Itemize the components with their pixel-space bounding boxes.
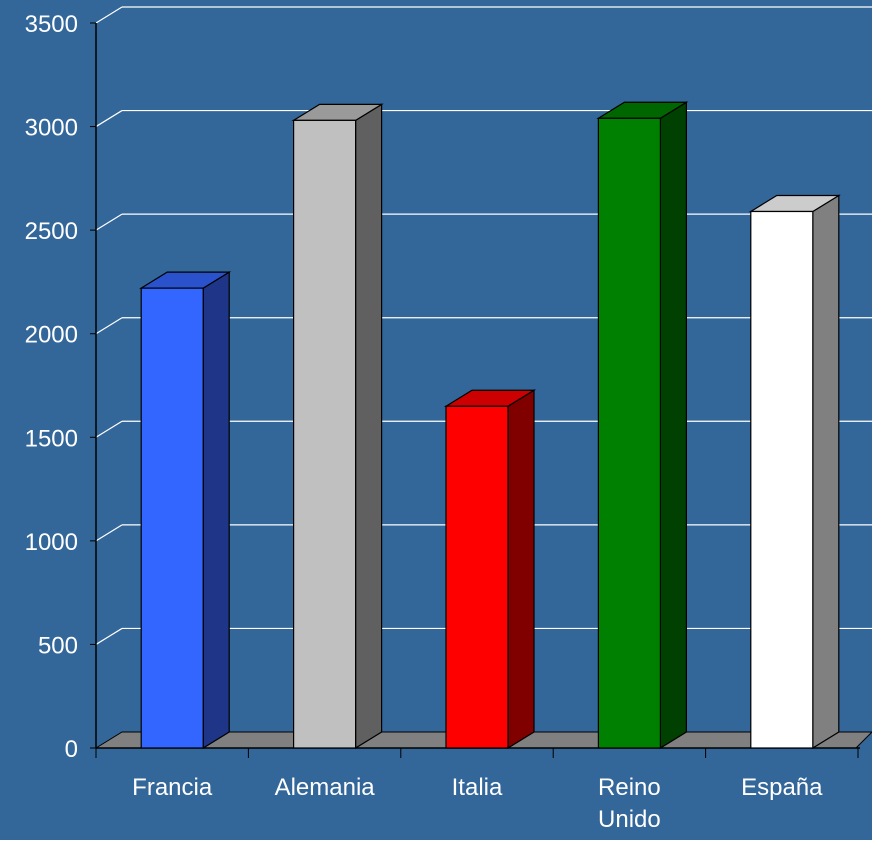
bar-españa <box>748 194 841 750</box>
bar-front-face <box>750 210 814 749</box>
gridline-diagonal <box>95 6 123 24</box>
y-tick-label: 3000 <box>25 115 78 142</box>
gridline-diagonal <box>95 110 123 128</box>
y-tick-label: 2000 <box>25 322 78 349</box>
x-tick-label-line: Alemania <box>275 774 376 801</box>
y-tick-label: 3500 <box>25 11 78 38</box>
bar-italia <box>443 389 537 750</box>
y-tick-label: 500 <box>38 632 78 659</box>
bar-francia <box>139 271 232 750</box>
gridline-diagonal <box>95 420 123 438</box>
y-tick-label: 1500 <box>25 425 78 452</box>
y-tick-labels: 0 500 1000 1500 2000 2500 3000 3500 <box>25 11 78 763</box>
bar-side-face <box>507 389 535 750</box>
x-tick-label: Reino Unido <box>598 774 661 833</box>
gridline-diagonal <box>95 524 123 542</box>
bar-alemania <box>291 103 384 750</box>
x-tick-label-line: Unido <box>598 806 661 833</box>
y-tick-label: 2500 <box>25 218 78 245</box>
x-tick-label-line: España <box>741 774 823 801</box>
x-tick-label-line: Reino <box>598 774 661 801</box>
x-tick-label: Alemania <box>275 774 376 801</box>
bar-front-face <box>597 117 662 749</box>
gridline-diagonal <box>95 317 123 335</box>
x-tick-label-line: Francia <box>132 774 213 801</box>
x-tick-labels: Francia Alemania Italia Reino Unido España <box>132 774 823 833</box>
bars <box>139 101 841 750</box>
y-tick-label: 0 <box>65 736 78 763</box>
bar-front-face <box>445 405 509 749</box>
x-tick-label: Italia <box>452 774 503 801</box>
bar-front-face <box>140 287 204 749</box>
bar-side-face <box>812 194 840 750</box>
bar-side-face <box>659 101 688 750</box>
bar-side-face <box>202 271 230 750</box>
gridline-diagonal <box>95 627 123 645</box>
x-tick-label: Francia <box>132 774 213 801</box>
y-tick-label: 1000 <box>25 529 78 556</box>
x-tick-label-line: Italia <box>452 774 503 801</box>
bar-reino-unido <box>596 101 689 750</box>
bar-front-face <box>293 119 357 749</box>
gridline-diagonal <box>95 213 123 231</box>
x-tick-label: España <box>741 774 823 801</box>
bar-side-face <box>355 103 383 750</box>
